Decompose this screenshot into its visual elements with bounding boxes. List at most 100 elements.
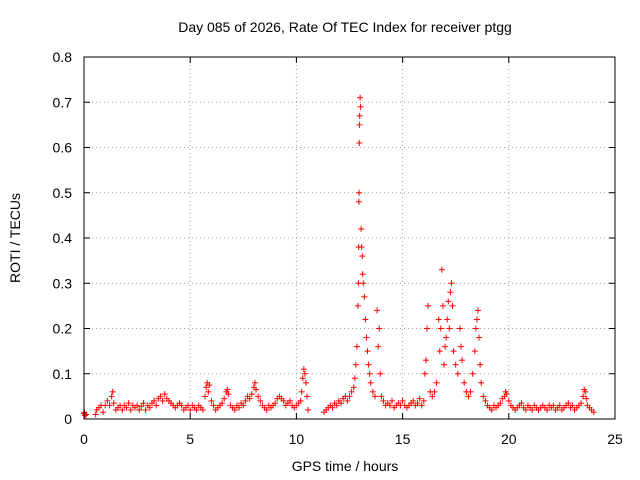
data-point — [429, 393, 436, 400]
y-axis-ticks: 0 0.1 0.2 0.3 0.4 0.5 0.6 0.7 0.8 — [53, 49, 615, 427]
data-point — [287, 397, 294, 404]
data-point — [420, 397, 427, 404]
data-point — [123, 404, 130, 411]
data-point — [583, 395, 590, 402]
data-point — [219, 400, 226, 407]
y-tick-label: 0.7 — [53, 94, 73, 110]
data-point — [399, 397, 406, 404]
data-point — [447, 289, 454, 296]
y-axis-label: ROTI / TECUs — [7, 193, 23, 283]
data-point — [248, 391, 255, 398]
x-tick-label: 20 — [501, 431, 517, 447]
data-point — [221, 395, 228, 402]
data-point — [503, 391, 510, 398]
data-point — [556, 402, 563, 409]
data-point — [358, 244, 365, 251]
data-point — [280, 397, 287, 404]
data-point — [448, 280, 455, 287]
data-point — [467, 388, 474, 395]
y-tick-label: 0.6 — [53, 140, 73, 156]
plot-frame — [83, 56, 616, 420]
data-point — [353, 343, 360, 350]
data-point — [550, 402, 557, 409]
data-point — [356, 189, 363, 196]
data-point — [410, 397, 417, 404]
data-point — [369, 388, 376, 395]
data-point — [449, 302, 456, 309]
data-point — [100, 409, 107, 416]
data-point — [458, 343, 465, 350]
data-point — [435, 316, 442, 323]
chart-title: Day 085 of 2026, Rate Of TEC Index for r… — [178, 19, 512, 35]
data-point — [109, 388, 116, 395]
data-point — [253, 386, 260, 393]
data-point — [442, 343, 449, 350]
data-point — [119, 406, 126, 413]
data-point — [522, 406, 529, 413]
x-tick-label: 15 — [395, 431, 411, 447]
data-point — [363, 334, 370, 341]
data-point — [416, 395, 423, 402]
data-point — [361, 293, 368, 300]
data-point — [146, 404, 153, 411]
data-point — [371, 393, 378, 400]
data-point — [444, 316, 451, 323]
data-point — [471, 348, 478, 355]
y-tick-label: 0.1 — [53, 366, 73, 382]
data-point — [580, 393, 587, 400]
data-point — [206, 382, 213, 389]
y-tick-label: 0.4 — [53, 230, 73, 246]
data-point — [374, 307, 381, 314]
data-point — [305, 406, 312, 413]
data-point — [544, 406, 551, 413]
data-point — [329, 404, 336, 411]
data-point — [348, 388, 355, 395]
data-point — [376, 325, 383, 332]
data-point — [106, 402, 113, 409]
data-point — [242, 397, 249, 404]
data-point — [452, 361, 459, 368]
data-point — [469, 370, 476, 377]
data-point — [203, 384, 210, 391]
data-point — [476, 334, 483, 341]
data-point — [358, 225, 365, 232]
data-point — [92, 411, 99, 418]
data-point — [304, 393, 311, 400]
data-point — [529, 406, 536, 413]
data-point — [153, 402, 160, 409]
data-point — [578, 400, 585, 407]
data-point — [344, 397, 351, 404]
data-point — [488, 406, 495, 413]
data-point — [251, 379, 258, 386]
data-point — [350, 384, 357, 391]
data-point — [414, 400, 421, 407]
data-point — [246, 395, 253, 402]
data-point — [473, 316, 480, 323]
data-point — [475, 307, 482, 314]
data-point — [366, 370, 373, 377]
data-point — [301, 370, 308, 377]
data-point — [456, 325, 463, 332]
data-point — [437, 325, 444, 332]
data-point — [478, 379, 485, 386]
data-point — [151, 397, 158, 404]
data-point — [433, 379, 440, 386]
data-point — [178, 402, 185, 409]
data-point — [356, 139, 363, 146]
data-point — [136, 406, 143, 413]
data-point — [333, 402, 340, 409]
data-point — [263, 406, 270, 413]
y-tick-label: 0 — [64, 411, 72, 427]
data-point — [104, 397, 111, 404]
data-point — [497, 400, 504, 407]
data-point — [505, 397, 512, 404]
data-point — [236, 404, 243, 411]
data-point — [352, 361, 359, 368]
x-tick-label: 0 — [80, 431, 88, 447]
data-point — [134, 402, 141, 409]
data-point — [421, 370, 428, 377]
data-point — [425, 302, 432, 309]
data-point — [205, 388, 212, 395]
data-point — [161, 391, 168, 398]
data-point — [202, 393, 209, 400]
